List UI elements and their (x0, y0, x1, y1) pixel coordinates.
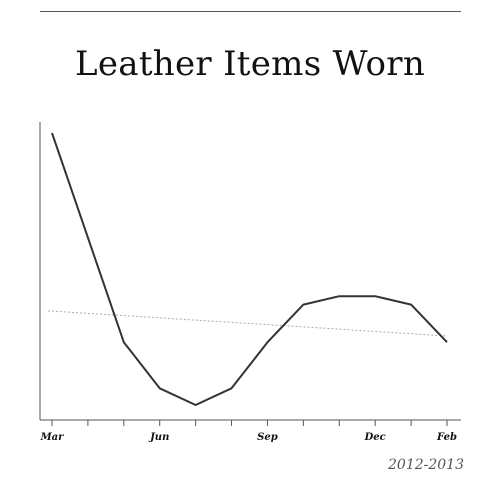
x-tick-label: Jun (148, 432, 169, 443)
x-tick-label: Feb (436, 432, 457, 443)
chart-title: Leather Items Worn (74, 44, 426, 84)
series-line (51, 132, 448, 406)
x-tick-label: Sep (257, 432, 278, 443)
x-tick-label: Dec (364, 432, 386, 443)
top-rule (40, 11, 461, 12)
trend-line (47, 310, 448, 337)
x-tick-labels: Mar Jun Sep Dec Feb (40, 432, 457, 443)
chart-subtitle: 2012-2013 (388, 457, 464, 473)
x-ticks (51, 420, 448, 426)
x-tick-label: Mar (40, 432, 65, 443)
